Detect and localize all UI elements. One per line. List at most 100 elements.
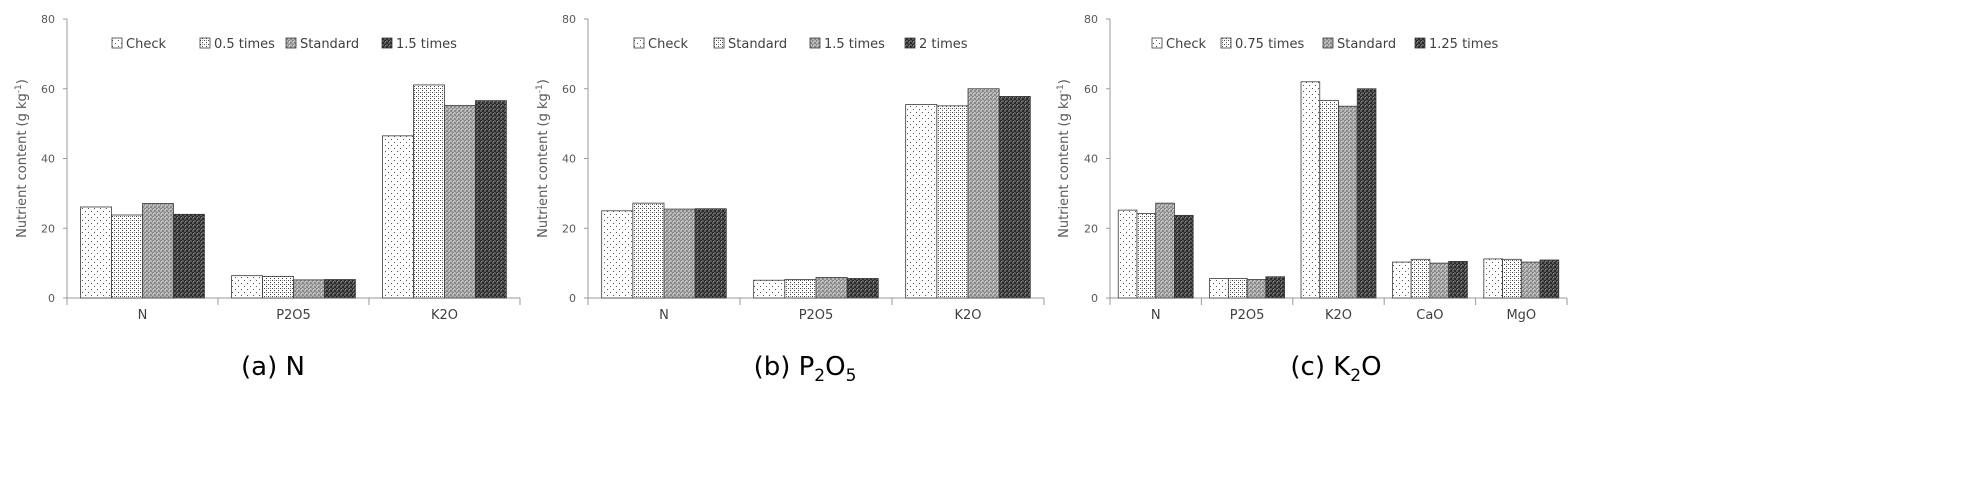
y-tick-label: 0 bbox=[569, 292, 576, 305]
bar-standard-mgo bbox=[1520, 261, 1541, 299]
chart-panel-0: 0 20 40 60 80 N P2O5 K2O Check 0.5 times Standard 1… bbox=[14, 13, 521, 382]
bar-1-5-times-k2o bbox=[967, 88, 1000, 299]
legend-label: Check bbox=[126, 37, 166, 52]
x-tick-label: N bbox=[1151, 308, 1161, 323]
x-tick-label: K2O bbox=[431, 308, 458, 323]
legend-label: 2 times bbox=[919, 37, 968, 52]
y-axis-title: Nutrient content (g kg-1) bbox=[535, 79, 551, 238]
bar-2-times-n bbox=[694, 208, 727, 299]
bar-0-75-times-k2o bbox=[1319, 100, 1339, 299]
y-tick-label: 40 bbox=[562, 153, 576, 166]
y-tick-label: 40 bbox=[1084, 153, 1098, 166]
bar-1-25-times-mgo bbox=[1539, 259, 1560, 299]
bar-standard-k2o bbox=[444, 105, 476, 299]
bar-standard-n bbox=[632, 202, 665, 299]
legend-label: Standard bbox=[1337, 37, 1396, 52]
bar-check-p2o5 bbox=[1209, 278, 1229, 299]
bar-1-25-times-n bbox=[1174, 214, 1194, 299]
legend-label: 1.25 times bbox=[1429, 37, 1498, 52]
legend-swatch bbox=[111, 37, 123, 49]
legend-label: 1.5 times bbox=[824, 37, 885, 52]
y-tick-label: 0 bbox=[1091, 292, 1098, 305]
legend-swatch bbox=[1220, 37, 1232, 49]
bar-standard-n bbox=[1155, 202, 1175, 299]
x-tick-label: CaO bbox=[1416, 308, 1443, 323]
bar-1-25-times-k2o bbox=[1356, 88, 1377, 299]
bar-standard-k2o bbox=[1338, 105, 1358, 299]
legend-label: Check bbox=[648, 37, 688, 52]
bar-standard-p2o5 bbox=[293, 279, 325, 299]
bar-standard-n bbox=[142, 203, 174, 299]
legend-swatch bbox=[1151, 37, 1163, 49]
y-tick-label: 80 bbox=[1084, 13, 1098, 26]
bar-1-25-times-p2o5 bbox=[1265, 276, 1285, 299]
x-tick-label: K2O bbox=[954, 308, 981, 323]
bar-1-5-times-p2o5 bbox=[815, 277, 848, 299]
chart-panel-2: 0 20 40 60 80 N P2O5 K2O CaO MgO Check 0.75 times St… bbox=[1056, 13, 1568, 386]
bar-check-n bbox=[1117, 209, 1138, 299]
bar-2-times-k2o bbox=[998, 96, 1031, 299]
x-tick-label: N bbox=[138, 308, 148, 323]
legend-label: 0.5 times bbox=[214, 37, 275, 52]
y-tick-label: 80 bbox=[41, 13, 55, 26]
bar-standard-p2o5 bbox=[784, 279, 817, 299]
legend-swatch bbox=[633, 37, 645, 49]
legend-swatch bbox=[1414, 37, 1426, 49]
bar-check-p2o5 bbox=[231, 275, 263, 299]
bar-check-mgo bbox=[1483, 258, 1503, 299]
y-tick-label: 20 bbox=[1084, 222, 1098, 235]
bar-1-25-times-cao bbox=[1448, 260, 1468, 299]
panel-caption: (b) P2O5 bbox=[754, 352, 857, 386]
bar-1-5-times-n bbox=[663, 208, 696, 299]
legend-swatch bbox=[713, 37, 725, 49]
chart-panel-1: 0 20 40 60 80 N P2O5 K2O Check Standard 1.5 times 2… bbox=[535, 13, 1045, 386]
legend-swatch bbox=[1322, 37, 1334, 49]
y-tick-label: 20 bbox=[562, 222, 576, 235]
x-tick-label: MgO bbox=[1506, 308, 1536, 323]
panel-caption: (a) N bbox=[241, 352, 305, 382]
y-axis-title: Nutrient content (g kg-1) bbox=[14, 79, 30, 238]
legend-label: Check bbox=[1166, 37, 1206, 52]
bar-check-k2o bbox=[382, 135, 414, 299]
y-tick-label: 40 bbox=[41, 153, 55, 166]
bar-0-5-times-p2o5 bbox=[262, 275, 294, 299]
legend-swatch bbox=[381, 37, 393, 49]
y-tick-label: 80 bbox=[562, 13, 576, 26]
legend-label: Standard bbox=[728, 37, 787, 52]
bar-check-cao bbox=[1392, 261, 1412, 299]
legend-swatch bbox=[199, 37, 211, 49]
bar-check-p2o5 bbox=[753, 279, 786, 299]
bar-1-5-times-n bbox=[173, 213, 205, 299]
bar-standard-k2o bbox=[936, 105, 969, 299]
bar-check-n bbox=[80, 206, 112, 299]
bar-1-5-times-k2o bbox=[475, 100, 507, 299]
y-axis-title: Nutrient content (g kg-1) bbox=[1056, 79, 1072, 238]
bar-check-k2o bbox=[905, 104, 938, 299]
bar-0-5-times-n bbox=[111, 214, 143, 299]
x-tick-label: P2O5 bbox=[1230, 308, 1265, 323]
panel-caption: (c) K2O bbox=[1290, 352, 1381, 386]
x-tick-label: P2O5 bbox=[276, 308, 311, 323]
legend-label: 1.5 times bbox=[396, 37, 457, 52]
y-tick-label: 0 bbox=[48, 292, 55, 305]
bar-2-times-p2o5 bbox=[846, 278, 879, 299]
legend-swatch bbox=[809, 37, 821, 49]
bar-check-n bbox=[601, 210, 634, 299]
y-tick-label: 60 bbox=[1084, 83, 1098, 96]
legend-swatch bbox=[285, 37, 297, 49]
bar-1-5-times-p2o5 bbox=[324, 279, 356, 299]
y-tick-label: 60 bbox=[41, 83, 55, 96]
bar-0-5-times-k2o bbox=[413, 84, 445, 299]
x-tick-label: N bbox=[659, 308, 669, 323]
y-tick-label: 20 bbox=[41, 222, 55, 235]
bar-standard-p2o5 bbox=[1246, 279, 1267, 299]
x-tick-label: P2O5 bbox=[799, 308, 834, 323]
bar-standard-cao bbox=[1429, 262, 1450, 299]
bar-check-k2o bbox=[1300, 81, 1321, 299]
y-tick-label: 60 bbox=[562, 83, 576, 96]
x-tick-label: K2O bbox=[1325, 308, 1352, 323]
bar-0-75-times-cao bbox=[1410, 258, 1431, 299]
legend-swatch bbox=[904, 37, 916, 49]
